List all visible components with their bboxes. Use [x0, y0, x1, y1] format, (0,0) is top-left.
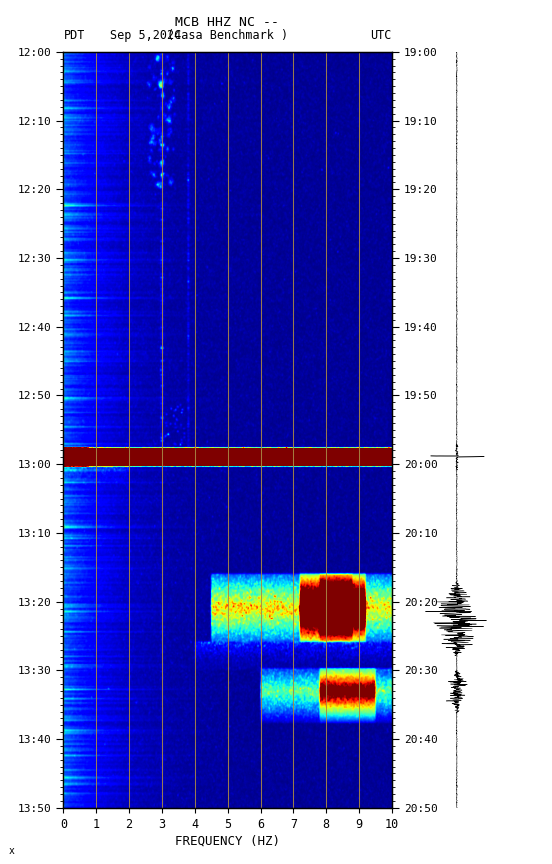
Text: (Casa Benchmark ): (Casa Benchmark ): [167, 29, 288, 42]
Text: x: x: [8, 846, 14, 855]
X-axis label: FREQUENCY (HZ): FREQUENCY (HZ): [175, 835, 280, 848]
Text: Sep 5,2024: Sep 5,2024: [110, 29, 182, 42]
Text: UTC: UTC: [370, 29, 392, 42]
Text: PDT: PDT: [63, 29, 85, 42]
Text: MCB HHZ NC --: MCB HHZ NC --: [176, 16, 279, 29]
